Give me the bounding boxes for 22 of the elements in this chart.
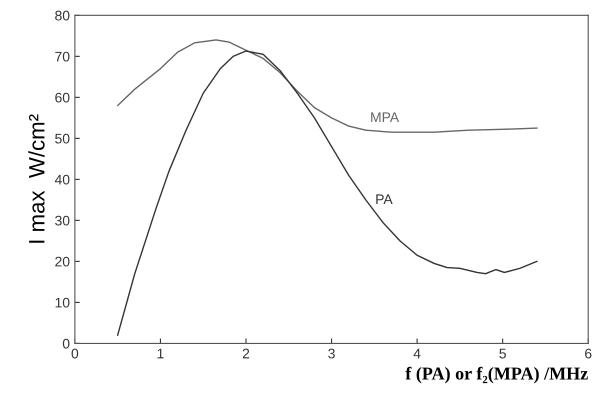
y-tick-label: 30 [55, 216, 70, 226]
x-tick-label: 4 [414, 348, 421, 358]
series-label: MPA [371, 112, 400, 122]
y-tick-label: 10 [56, 298, 70, 308]
y-tick-label: 70 [55, 52, 70, 62]
x-tick-label: 1 [158, 348, 164, 358]
y-tick-label: 60 [55, 92, 70, 103]
x-tick-label: 5 [499, 348, 506, 358]
line-series [116, 39, 538, 133]
x-tick-label: 0 [72, 348, 78, 358]
y-tick-label: 20 [55, 256, 70, 267]
y-tick-label: 40 [54, 174, 70, 185]
x-tick-label: 3 [328, 348, 335, 358]
x-axis-title: f (PA) or f₂(MPA) /MHz [405, 366, 588, 384]
x-tick-label: 2 [242, 348, 250, 358]
series-label: PA [376, 194, 393, 204]
x-tick-label: 6 [585, 348, 592, 358]
y-tick-label: 80 [55, 10, 70, 21]
y-axis-title: I max W/cm² [28, 114, 45, 243]
y-tick-label: 50 [55, 134, 70, 144]
line-series [116, 50, 538, 336]
y-tick-label: 0 [62, 338, 70, 349]
